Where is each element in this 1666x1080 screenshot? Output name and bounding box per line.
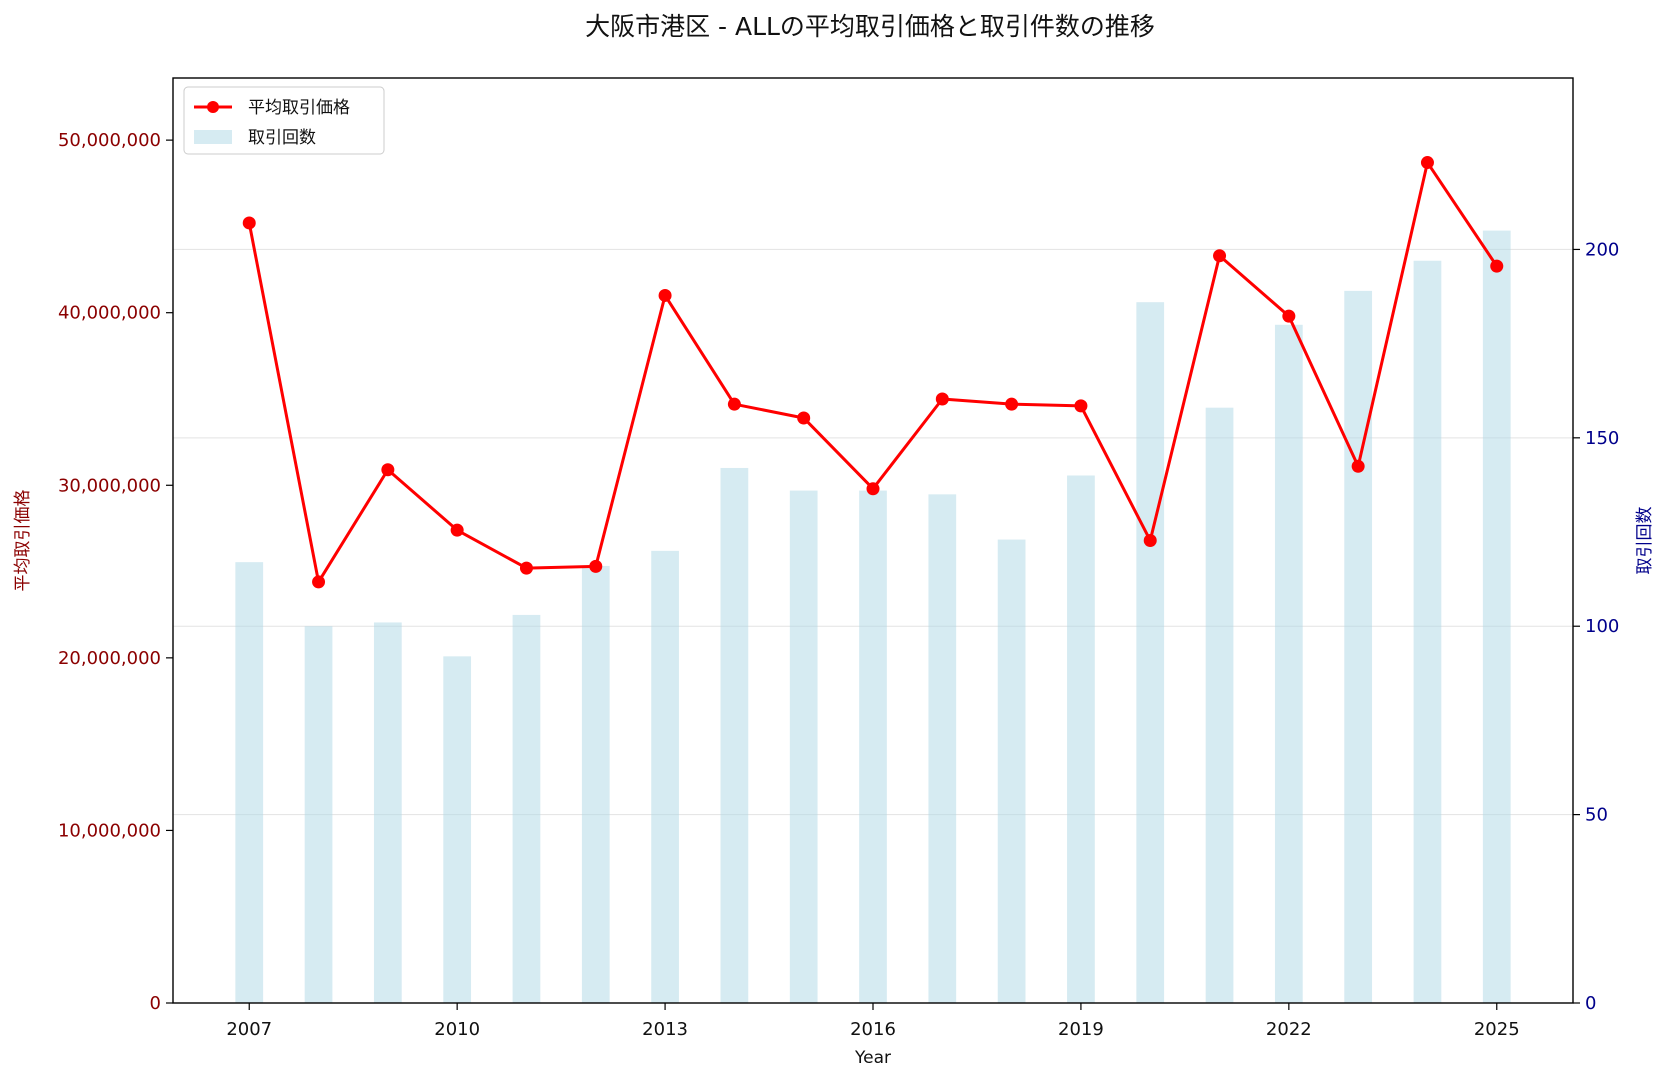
count-bar	[512, 614, 541, 1003]
price-point	[381, 463, 395, 477]
price-point	[1282, 309, 1296, 323]
price-point	[866, 482, 880, 496]
legend-item-line: 平均取引価格	[194, 98, 350, 118]
legend-item-bar: 取引回数	[194, 128, 316, 148]
count-bar	[443, 656, 472, 1003]
count-bar	[1344, 290, 1373, 1004]
chart-title: 大阪市港区 - ALLの平均取引価格と取引件数の推移	[585, 12, 1155, 41]
count-bar	[997, 539, 1026, 1003]
line-series	[242, 156, 1504, 589]
left-tick-label: 30,000,000	[58, 475, 161, 496]
legend-label-price: 平均取引価格	[248, 98, 350, 118]
x-tick-label: 2019	[1058, 1019, 1104, 1040]
price-point	[1143, 534, 1157, 547]
price-point	[935, 392, 949, 406]
price-point	[1074, 399, 1088, 413]
x-tick-label: 2010	[434, 1019, 480, 1040]
count-bar	[304, 626, 333, 1003]
right-tick-label: 200	[1585, 239, 1619, 260]
count-bar	[373, 622, 402, 1003]
bar-series	[235, 230, 1511, 1004]
count-bar	[581, 565, 610, 1003]
price-point	[727, 397, 741, 411]
x-axis-label: Year	[854, 1048, 891, 1068]
x-tick-label: 2013	[642, 1019, 688, 1040]
right-tick-label: 150	[1585, 428, 1619, 449]
count-bar	[1413, 260, 1442, 1003]
left-tick-label: 20,000,000	[58, 648, 161, 669]
left-y-axis-label: 平均取引価格	[13, 490, 33, 592]
count-bar	[1274, 324, 1303, 1004]
price-point	[1351, 459, 1365, 473]
count-bar	[928, 494, 957, 1003]
legend-box	[183, 86, 385, 155]
count-bar	[1136, 302, 1165, 1004]
right-tick-label: 50	[1585, 805, 1608, 826]
left-y-axis: 0 10,000,000 20,000,000 30,000,000 40,000,00…	[58, 130, 173, 1014]
legend-label-count: 取引回数	[248, 128, 316, 148]
x-axis: 2007 2010 2013 2016 2019 2022 2025	[226, 1003, 1520, 1040]
price-point	[797, 411, 811, 425]
count-bar	[720, 467, 749, 1003]
count-bar	[1205, 407, 1234, 1003]
right-y-axis: 0 50 100 150 200	[1573, 239, 1619, 1014]
price-point	[1005, 397, 1019, 411]
left-tick-label: 50,000,000	[58, 130, 161, 151]
count-bar	[859, 490, 887, 1003]
x-tick-label: 2007	[226, 1019, 272, 1040]
price-point	[1213, 249, 1227, 263]
price-point	[312, 575, 326, 589]
count-bar	[235, 562, 264, 1003]
price-point	[589, 559, 603, 573]
price-point	[658, 288, 672, 302]
right-tick-label: 100	[1585, 616, 1619, 637]
price-point	[519, 561, 533, 575]
left-tick-label: 0	[150, 993, 161, 1014]
price-point	[1420, 156, 1434, 170]
price-point	[242, 216, 256, 230]
count-bar	[789, 490, 818, 1003]
x-tick-label: 2025	[1474, 1019, 1520, 1040]
price-point	[450, 523, 464, 537]
left-tick-label: 10,000,000	[58, 820, 161, 841]
left-tick-label: 40,000,000	[58, 303, 161, 324]
right-y-axis-label: 取引回数	[1635, 507, 1655, 575]
count-bar	[651, 550, 679, 1003]
right-tick-label: 0	[1585, 993, 1596, 1014]
price-point	[1490, 259, 1504, 273]
count-bar	[1067, 475, 1095, 1003]
x-tick-label: 2022	[1266, 1019, 1312, 1040]
x-tick-label: 2016	[850, 1019, 896, 1040]
legend-marker-swatch	[207, 101, 219, 113]
legend: 平均取引価格 取引回数	[183, 86, 385, 155]
count-bar	[1482, 230, 1511, 1003]
legend-bar-swatch	[194, 130, 232, 144]
